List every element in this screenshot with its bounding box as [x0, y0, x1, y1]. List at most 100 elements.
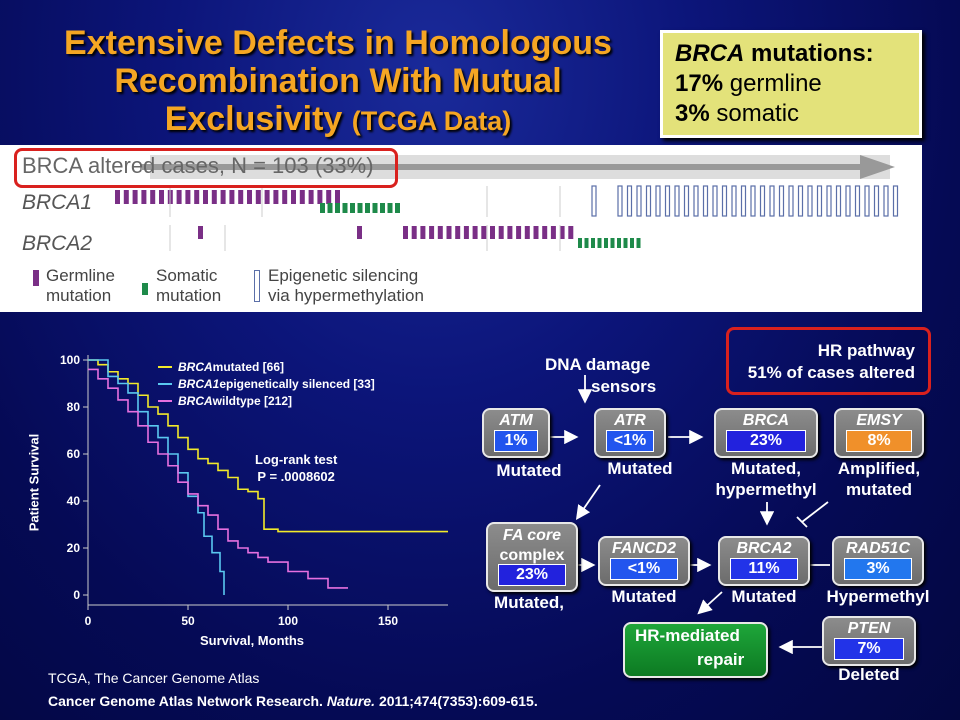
- brca1-epigenetic-mark: [645, 185, 652, 217]
- legend-text: mutated [66]: [212, 359, 285, 374]
- x-tick-label: 50: [181, 614, 195, 628]
- node-name: FA core complex: [499, 527, 565, 564]
- brca1-somatic-mark: [350, 203, 355, 213]
- brca1-germline-mark: [220, 190, 226, 204]
- brca2-germline-mark: [524, 226, 530, 239]
- altered-cases-highlight: [14, 148, 398, 188]
- node-caption: Hypermethyl: [826, 587, 930, 606]
- brca1-epigenetic-mark: [854, 185, 861, 217]
- node-percent: <1%: [606, 430, 654, 452]
- brca2-germline-mark: [507, 226, 513, 239]
- brca1-germline-mark: [273, 190, 279, 204]
- brca1-epigenetic-mark: [750, 185, 756, 217]
- node-percent: 11%: [730, 558, 798, 580]
- brca1-somatic-mark: [327, 203, 333, 213]
- brca1-epigenetic-mark: [778, 185, 785, 217]
- brca2-somatic-mark: [623, 238, 628, 248]
- node-caption: Mutated,: [494, 593, 564, 612]
- brca1-epigenetic-mark: [788, 185, 794, 217]
- title-line-2: Recombination With Mutual: [114, 62, 562, 100]
- legend-swatch: [158, 382, 172, 385]
- brca1-germline-mark: [194, 190, 200, 204]
- brca2-somatic-mark: [630, 238, 634, 248]
- legend-somatic-swatch: [142, 283, 148, 295]
- brca1-germline-mark: [308, 190, 314, 204]
- brca1-germline-mark: [141, 190, 147, 204]
- chart-legend: BRCA mutated [66] BRCA1 epigenetically si…: [158, 358, 375, 409]
- brca1-germline-mark: [264, 190, 270, 204]
- altered-cases-label: BRCA altered cases, N = 103 (33%): [22, 153, 374, 178]
- title-line-1: Extensive Defects in Homologous: [64, 24, 612, 62]
- brca1-somatic-mark: [335, 203, 340, 213]
- brca2-germline-mark: [481, 226, 487, 239]
- node-caption: Mutated: [611, 587, 677, 606]
- brca2-germline-mark: [472, 226, 478, 239]
- node-name: PTEN: [847, 620, 891, 637]
- oncoprint-graphic: [115, 155, 899, 251]
- callout-line-2: 17% germline: [675, 70, 822, 97]
- node-name: ATM: [499, 412, 533, 429]
- hr-repair-box: HR-mediated repair: [623, 622, 768, 678]
- legend-gene: BRCA: [178, 393, 213, 408]
- brca1-germline-mark: [326, 190, 332, 204]
- series-line-2: [88, 368, 348, 589]
- brca1-epigenetic-mark: [826, 185, 832, 217]
- brca1-germline-mark: [317, 190, 323, 204]
- brca2-germline-mark: [559, 226, 565, 239]
- brca1-epigenetic-mark: [892, 185, 899, 217]
- brca2-germline-mark: [403, 226, 408, 239]
- oncoprint-panel: BRCA altered cases, N = 103 (33%) BRCA1 …: [0, 145, 922, 312]
- brca1-germline-mark: [159, 190, 164, 204]
- node-caption: Mutated: [731, 587, 797, 606]
- node-name: BRCA: [742, 412, 790, 429]
- brca1-germline-mark: [176, 190, 182, 204]
- brca1-germline-mark: [335, 190, 340, 204]
- title-line-3: Exclusivity (TCGA Data): [164, 100, 512, 138]
- brca2-somatic-mark: [597, 238, 602, 248]
- hr-pathway-highlight: [726, 327, 931, 395]
- pathway-node-atr: ATR <1%: [594, 408, 666, 458]
- y-tick-label: 80: [67, 400, 81, 414]
- brca1-epigenetic-mark: [864, 185, 870, 217]
- brca2-germline-mark: [498, 226, 504, 239]
- footer-citation: Cancer Genome Atlas Network Research. Na…: [48, 693, 538, 709]
- brca1-epigenetic-mark: [712, 185, 718, 217]
- hr-pathway-label: HR pathway 51% of cases altered: [747, 341, 915, 382]
- x-axis-label: Survival, Months: [200, 633, 305, 648]
- brca1-epigenetic-mark: [797, 185, 804, 217]
- brca1-somatic-mark: [395, 203, 400, 213]
- node-percent: 8%: [846, 430, 912, 452]
- brca2-germline-mark: [411, 226, 417, 239]
- legend-epigenetic-swatch: [254, 270, 260, 302]
- pathway-node-pten: PTEN 7%: [822, 616, 916, 666]
- brca1-epigenetic-mark: [873, 185, 880, 217]
- x-tick-label: 100: [278, 614, 298, 628]
- brca1-epigenetic-mark: [617, 185, 623, 217]
- brca-mutations-callout: BRCA mutations: 17% germline 3% somatic: [660, 30, 922, 138]
- node-percent: 3%: [844, 558, 912, 580]
- brca1-epigenetic-mark: [664, 185, 671, 217]
- pathway-node-brca2: BRCA2 11%: [718, 536, 810, 586]
- node-percent: 1%: [494, 430, 538, 452]
- legend-entry-0: BRCA mutated [66]: [158, 358, 375, 375]
- brca1-germline-mark: [238, 190, 244, 204]
- y-axis-label-wrap: Patient Survival: [24, 420, 44, 550]
- pathway-node-fancd2: FANCD2 <1%: [598, 536, 690, 586]
- node-caption: Mutated: [496, 461, 562, 480]
- arrow-atr-to-fa: [575, 484, 601, 520]
- brca1-epigenetic-mark: [655, 185, 661, 217]
- inhibit-emsy-to-brca2: [801, 501, 829, 523]
- brca1-epigenetic-mark: [740, 185, 747, 217]
- brca1-somatic-mark: [387, 203, 393, 213]
- node-name: FANCD2: [611, 540, 676, 557]
- legend-entry-2: BRCA wildtype [212]: [158, 392, 375, 409]
- brca1-germline-mark: [282, 190, 288, 204]
- brca1-germline-mark: [255, 190, 261, 204]
- slide-title: Extensive Defects in Homologous Recombin…: [18, 24, 658, 140]
- brca1-somatic-mark: [380, 203, 385, 213]
- brca2-somatic-mark: [610, 238, 615, 248]
- brca1-germline-mark: [185, 190, 191, 204]
- brca2-somatic-mark: [591, 238, 595, 248]
- brca1-somatic-mark: [365, 203, 370, 213]
- legend-epigenetic: Epigenetic silencing via hypermethylation: [268, 266, 424, 305]
